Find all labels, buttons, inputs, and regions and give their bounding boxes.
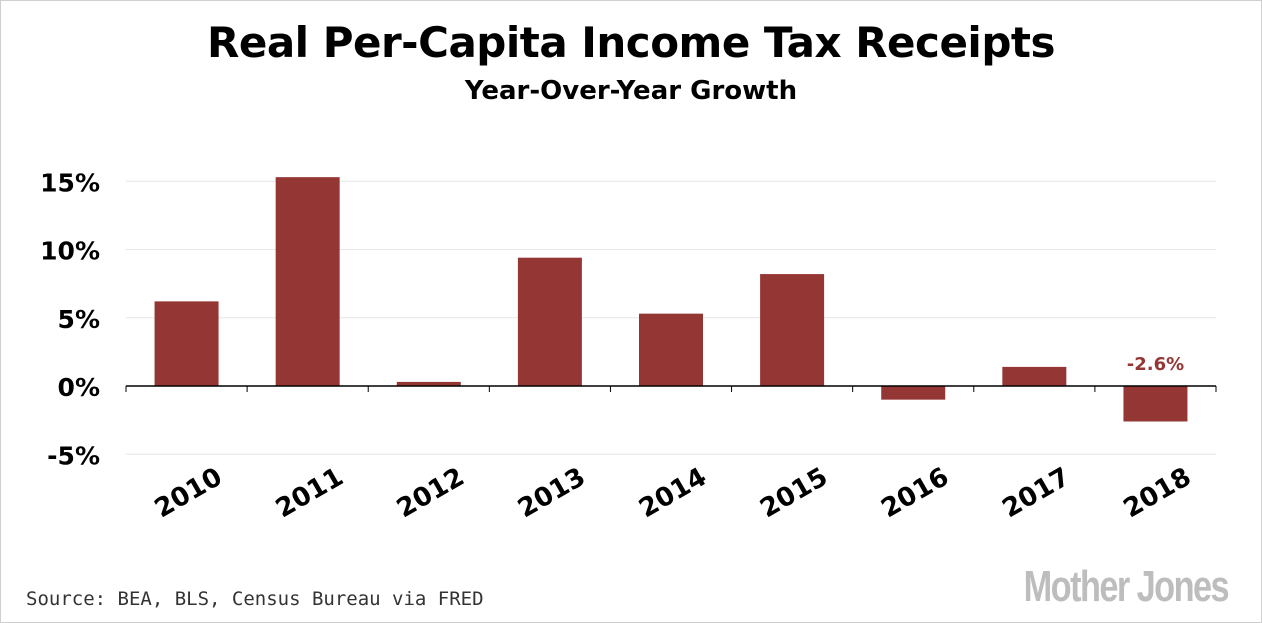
x-tick-label: 2015 xyxy=(755,462,833,524)
chart-subtitle: Year-Over-Year Growth xyxy=(464,76,798,106)
y-tick-label: -5% xyxy=(47,441,100,470)
x-tick-label: 2012 xyxy=(392,462,470,524)
source-note: Source: BEA, BLS, Census Bureau via FRED xyxy=(26,588,484,610)
x-tick-label: 2011 xyxy=(271,462,349,524)
y-tick-label: 10% xyxy=(40,237,100,266)
bar-2012 xyxy=(396,381,461,386)
x-tick-label: 2010 xyxy=(150,462,228,524)
y-tick-label: 0% xyxy=(58,373,100,402)
bar-2010 xyxy=(154,301,219,386)
chart-title: Real Per-Capita Income Tax Receipts xyxy=(207,18,1055,67)
bar-2011 xyxy=(275,177,340,386)
bar-2018 xyxy=(1123,386,1188,422)
bar-2016 xyxy=(881,386,946,400)
bar-2017 xyxy=(1002,366,1067,386)
x-tick-label: 2017 xyxy=(997,462,1075,524)
x-tick-label: 2018 xyxy=(1119,462,1197,524)
bar-2015 xyxy=(760,274,825,386)
bar-2013 xyxy=(517,257,582,386)
x-tick-label: 2016 xyxy=(876,462,954,524)
bar-2014 xyxy=(639,313,703,386)
y-tick-label: 5% xyxy=(58,305,100,334)
brand-logo: Mother Jones xyxy=(1023,562,1230,611)
y-tick-label: 15% xyxy=(40,168,100,197)
x-tick-label: 2014 xyxy=(634,462,712,524)
data-label-2018: -2.6% xyxy=(1127,354,1184,375)
x-tick-label: 2013 xyxy=(513,462,591,524)
